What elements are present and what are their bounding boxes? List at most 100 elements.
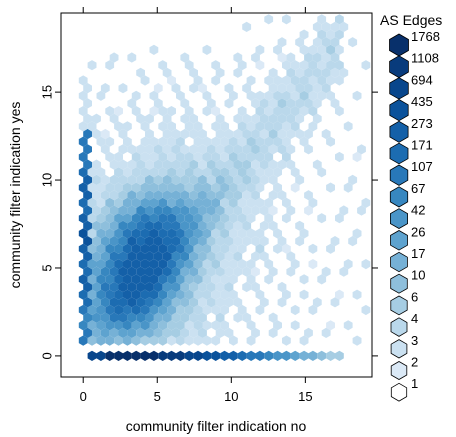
hex-cell — [171, 220, 181, 231]
hex-cell — [153, 220, 163, 231]
hex-cell — [123, 121, 132, 132]
hex-cell — [273, 90, 282, 101]
hex-cell — [330, 21, 340, 32]
hex-cell — [114, 167, 123, 178]
hex-cell — [273, 75, 282, 86]
hex-cell — [206, 281, 216, 293]
hex-cell — [259, 236, 269, 247]
hex-cell — [145, 128, 154, 140]
hex-cell — [123, 167, 132, 178]
hex-cell — [162, 281, 172, 293]
hex-cell — [171, 327, 181, 338]
hex-cell — [259, 205, 269, 216]
hex-cell — [145, 266, 154, 277]
hex-cell — [290, 320, 300, 331]
hex-cell — [78, 320, 88, 331]
hex-cell — [242, 190, 252, 201]
hex-cell — [171, 174, 181, 185]
hex-cell — [246, 167, 256, 178]
hex-cell — [100, 205, 110, 216]
hex-cell — [242, 266, 252, 277]
hex-cell — [251, 251, 260, 262]
hex-cell — [237, 243, 247, 254]
hex-cell — [251, 174, 260, 185]
hex-cell — [118, 83, 128, 94]
hex-cell — [180, 297, 190, 308]
hex-cell — [211, 320, 221, 331]
hex-cell — [136, 190, 145, 201]
hex-cell — [277, 159, 287, 170]
y-tick-label: 15 — [40, 85, 55, 99]
hex-cell — [167, 274, 176, 285]
hex-cell — [109, 327, 119, 338]
hex-cell — [206, 190, 216, 201]
hex-cell — [114, 228, 123, 239]
hex-cell — [268, 98, 278, 109]
hex-cell — [211, 289, 221, 300]
hex-cell — [149, 259, 159, 270]
hex-cell — [242, 220, 252, 231]
hex-cell — [96, 243, 106, 254]
hex-cell — [308, 197, 318, 208]
hex-cell — [237, 228, 247, 239]
hex-cell — [312, 297, 322, 308]
hex-cell — [189, 190, 198, 201]
hex-cell — [131, 320, 141, 331]
hex-cell — [136, 251, 145, 262]
hex-cell — [180, 220, 190, 231]
hex-cell — [299, 60, 309, 71]
hex-cell — [78, 136, 88, 147]
hex-cell — [83, 220, 92, 231]
hex-cell — [282, 289, 291, 300]
hex-cell — [92, 220, 101, 231]
hex-cell — [273, 121, 282, 132]
hex-cell — [215, 144, 225, 155]
hex-cell — [237, 136, 247, 147]
legend-swatch — [390, 273, 408, 294]
hex-cell — [180, 266, 190, 277]
hex-cell — [100, 236, 110, 247]
hex-cell — [224, 144, 234, 155]
hex-cell — [326, 350, 335, 361]
hex-cell — [100, 174, 110, 185]
hex-cell — [295, 236, 305, 247]
x-axis-title: community filter indication no — [126, 418, 307, 434]
hex-cell — [153, 297, 163, 308]
hex-cell — [290, 350, 300, 361]
hex-cell — [264, 75, 274, 86]
hex-cell — [290, 182, 300, 193]
hex-cell — [189, 236, 198, 247]
hex-cell — [180, 251, 190, 262]
hex-cell — [224, 297, 234, 308]
hex-cell — [264, 136, 274, 147]
y-axis-title: community filter indication yes — [7, 102, 23, 289]
hex-cell — [264, 90, 274, 101]
hex-cell — [78, 243, 88, 254]
hex-cell — [259, 297, 269, 308]
hex-cell — [136, 281, 145, 293]
hex-cell — [343, 320, 353, 331]
hex-cell — [237, 197, 247, 208]
hex-cell — [220, 320, 229, 331]
hex-cell — [96, 304, 106, 316]
hex-cell — [162, 67, 172, 78]
hex-cell — [78, 289, 88, 300]
hex-cell — [335, 289, 344, 300]
hex-cell — [326, 320, 335, 331]
hex-cell — [176, 151, 185, 163]
hex-cell — [189, 251, 198, 262]
hex-cell — [304, 98, 313, 109]
hex-cell — [246, 121, 256, 132]
hex-cell — [118, 327, 128, 338]
hex-cell — [255, 243, 265, 254]
hex-cell — [299, 29, 309, 40]
hex-cell — [114, 274, 123, 285]
hex-cell — [193, 274, 203, 285]
hex-cell — [180, 174, 190, 185]
hex-cell — [123, 259, 132, 270]
hex-cell — [202, 106, 212, 117]
hex-cell — [273, 44, 282, 55]
hex-cell — [339, 67, 349, 78]
hex-cell — [123, 197, 132, 208]
hex-cell — [264, 121, 274, 132]
